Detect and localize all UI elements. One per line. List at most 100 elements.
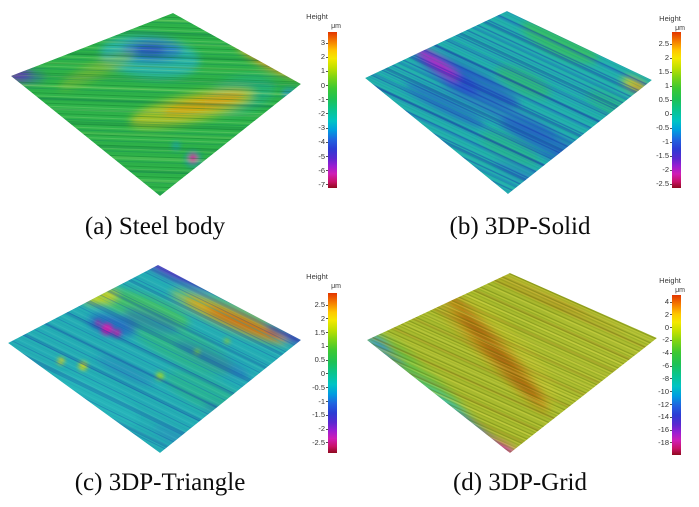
colorbar-tick-label: -7 — [318, 179, 325, 189]
colorbar-tick: 2 — [298, 53, 328, 61]
colorbar-tick-label: -1 — [318, 94, 325, 104]
colorbar-tick: -18 — [642, 438, 672, 447]
colorbar-tick-mark — [326, 127, 328, 129]
colorbar-tick: -5 — [298, 151, 328, 161]
colorbar-tick: -2 — [642, 336, 672, 344]
colorbar-tick-mark — [670, 442, 672, 444]
colorbar-tick: 0 — [298, 369, 328, 378]
colorbar-tick-label: 1 — [320, 66, 325, 76]
colorbar-tick-mark — [326, 70, 328, 72]
colorbar-tick-label: 0 — [664, 322, 669, 332]
colorbar-tick-mark — [326, 332, 328, 334]
colorbar-tick-mark — [670, 314, 672, 316]
colorbar-ticks-d: 4 2 0 -2 -4 -6 -8 -10 -12 -14 -16 -18 — [642, 298, 672, 447]
caption-3dp-grid: (d) 3DP-Grid — [452, 469, 587, 496]
colorbar-tick-label: -12 — [658, 399, 669, 409]
colorbar-tick-label: 1.5 — [314, 327, 325, 337]
colorbar-tick: 1.5 — [642, 68, 672, 76]
colorbar-tick-mark — [670, 416, 672, 418]
colorbar-tick: 1 — [642, 82, 672, 90]
colorbar-tick: 0 — [642, 110, 672, 118]
colorbar-tick: -1 — [642, 138, 672, 146]
colorbar-tick-label: 0.5 — [314, 355, 325, 365]
colorbar-tick: -12 — [642, 399, 672, 409]
colorbar-tick-label: -10 — [658, 386, 669, 396]
colorbar-tick: -2.5 — [298, 438, 328, 447]
colorbar-tick: -2 — [298, 425, 328, 433]
colorbar-gradient-c — [328, 293, 337, 453]
colorbar-ticks-b: 2.5 2 1.5 1 0.5 0 -0.5 -1 -1.5 -2 -2.5 — [642, 40, 672, 188]
colorbar-tick-label: 2.5 — [314, 300, 325, 309]
colorbar-tick: 1.5 — [298, 327, 328, 337]
colorbar-tick-label: 1.5 — [658, 67, 669, 76]
colorbar-tick-mark — [670, 378, 672, 380]
colorbar-tick-label: -1 — [318, 396, 325, 406]
colorbar-tick: 0.5 — [298, 356, 328, 364]
colorbar-ticks-c: 2.5 2 1.5 1 0.5 0 -0.5 -1 -1.5 -2 -2.5 — [298, 301, 328, 447]
colorbar-tick: -4 — [642, 349, 672, 357]
colorbar-tick: -3 — [298, 124, 328, 132]
colorbar-tick-label: -5 — [318, 151, 325, 161]
colorbar-tick: -1.5 — [298, 411, 328, 419]
caption-3dp-solid: (b) 3DP-Solid — [449, 213, 591, 240]
colorbar-tick-mark — [670, 169, 672, 171]
colorbar-tick-mark — [326, 156, 328, 157]
colorbar-tick-mark — [326, 99, 328, 101]
colorbar-tick-label: 3 — [320, 38, 325, 47]
colorbar-gradient-d — [672, 295, 681, 455]
colorbar-tick: 2 — [298, 314, 328, 323]
colorbar-tick-label: -2 — [318, 424, 325, 434]
colorbar-tick-label: -16 — [658, 425, 669, 435]
colorbar-tick-label: -2 — [318, 108, 325, 118]
colorbar-tick-mark — [670, 352, 672, 354]
colorbar-tick-mark — [326, 373, 328, 375]
colorbar-tick-mark — [326, 414, 328, 416]
colorbar-tick-mark — [670, 141, 672, 143]
colorbar-tick-mark — [326, 141, 328, 143]
colorbar-unit-c: μm — [331, 283, 341, 290]
colorbar-tick-mark — [670, 183, 672, 185]
colorbar-tick-mark — [326, 318, 328, 320]
colorbar-tick: -2 — [642, 166, 672, 174]
colorbar-tick-label: 0 — [664, 109, 669, 118]
colorbar-tick-label: -6 — [662, 361, 669, 371]
colorbar-tick-label: 2 — [320, 52, 325, 62]
colorbar-tick-mark — [670, 429, 672, 431]
colorbar-tick-mark — [670, 155, 672, 157]
colorbar-tick-label: -1.5 — [656, 151, 669, 160]
colorbar-tick: 4 — [642, 298, 672, 306]
colorbar-tick: -10 — [642, 386, 672, 396]
colorbar-tick: 2 — [642, 54, 672, 62]
colorbar-tick-label: -4 — [662, 348, 669, 358]
colorbar-unit-a: μm — [331, 23, 341, 30]
surface-plot-steel-body — [11, 13, 301, 196]
colorbar-tick: -8 — [642, 374, 672, 383]
colorbar-gradient-b — [672, 32, 681, 188]
colorbar-title-d: Height — [659, 276, 681, 285]
colorbar-tick: -1.5 — [642, 152, 672, 160]
colorbar-tick-mark — [326, 442, 328, 444]
colorbar-tick-label: 1 — [320, 341, 325, 351]
colorbar-tick: -14 — [642, 413, 672, 421]
colorbar-tick-mark — [326, 401, 328, 403]
colorbar-tick: -16 — [642, 426, 672, 434]
colorbar-tick: -0.5 — [298, 382, 328, 392]
colorbar-tick-label: -4 — [318, 137, 325, 147]
colorbar-tick-mark — [326, 304, 328, 306]
colorbar-tick: 2.5 — [642, 40, 672, 48]
colorbar-tick-mark — [670, 57, 672, 59]
colorbar-tick: -7 — [298, 179, 328, 189]
colorbar-tick-label: 1 — [664, 81, 669, 90]
colorbar-tick-mark — [670, 391, 672, 393]
colorbar-tick-label: -6 — [318, 165, 325, 175]
colorbar-gradient-a — [328, 32, 337, 188]
colorbar-unit-b: μm — [675, 25, 685, 32]
colorbar-tick-mark — [326, 42, 328, 44]
colorbar-tick: -2 — [298, 108, 328, 118]
colorbar-tick-mark — [670, 127, 672, 129]
colorbar-tick-label: -0.5 — [656, 123, 669, 132]
colorbar-tick-mark — [670, 43, 672, 45]
colorbar-tick-label: -2.5 — [656, 179, 669, 188]
colorbar-tick-label: -0.5 — [312, 382, 325, 392]
